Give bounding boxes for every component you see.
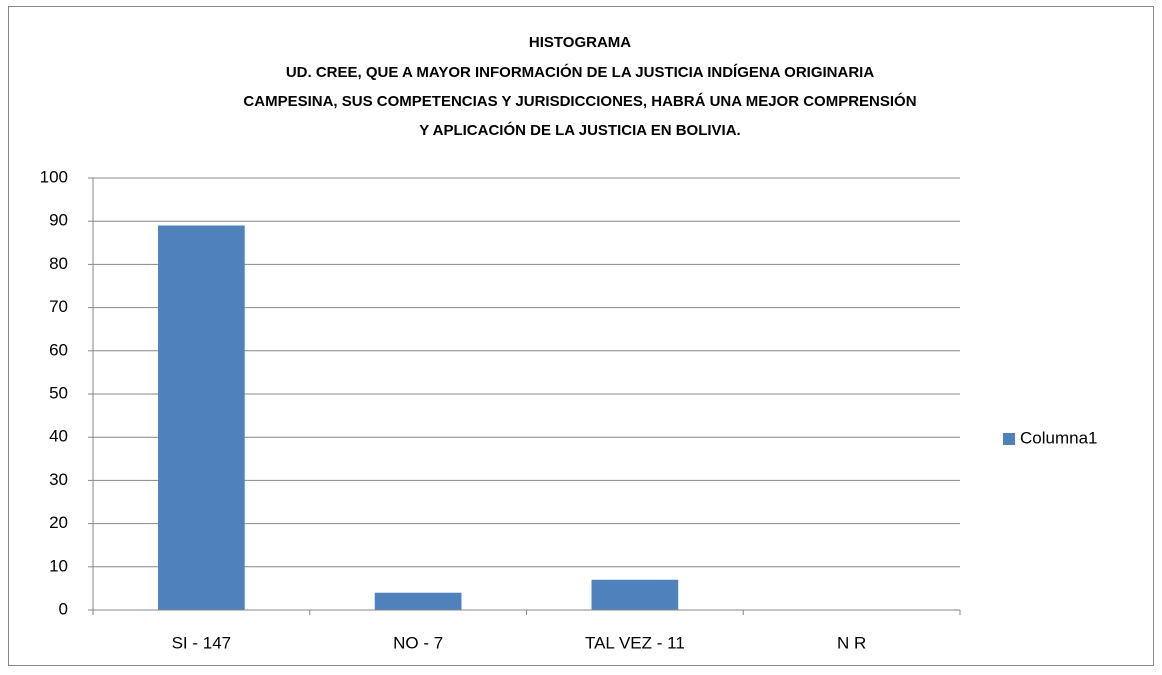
y-tick-label: 50	[49, 383, 68, 402]
y-tick-label: 40	[49, 427, 68, 446]
legend-swatch	[1003, 433, 1015, 445]
bar	[158, 225, 245, 610]
y-tick-label: 90	[49, 211, 68, 230]
legend-label: Columna1	[1020, 428, 1098, 447]
chart-title: HISTOGRAMA	[529, 34, 631, 51]
y-tick-label: 10	[49, 556, 68, 575]
y-tick-label: 100	[40, 167, 68, 186]
chart-title: Y APLICACIÓN DE LA JUSTICIA EN BOLIVIA.	[419, 121, 740, 139]
x-tick-label: SI - 147	[172, 633, 232, 652]
y-tick-label: 60	[49, 340, 68, 359]
chart-title: UD. CREE, QUE A MAYOR INFORMACIÓN DE LA …	[286, 63, 875, 81]
x-tick-label: N R	[837, 633, 866, 652]
y-tick-label: 70	[49, 297, 68, 316]
y-tick-label: 0	[59, 599, 68, 618]
x-tick-label: TAL VEZ - 11	[585, 633, 685, 652]
y-tick-label: 80	[49, 254, 68, 273]
y-tick-label: 20	[49, 513, 68, 532]
bar	[591, 579, 679, 610]
chart-title: CAMPESINA, SUS COMPETENCIAS Y JURISDICCI…	[243, 92, 916, 110]
y-tick-label: 30	[49, 470, 68, 489]
bar	[374, 592, 462, 610]
x-tick-label: NO - 7	[393, 633, 443, 652]
